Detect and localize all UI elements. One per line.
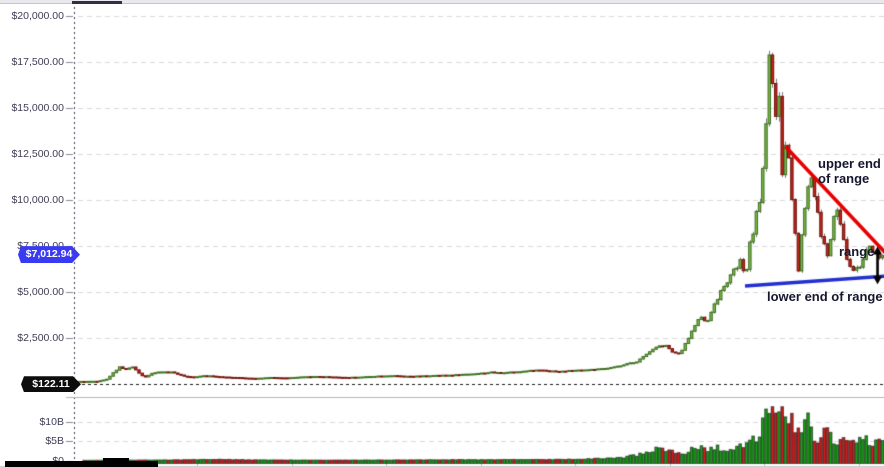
price-axis-label: $15,000.00 xyxy=(11,101,64,114)
cropped-ui-artifact-top xyxy=(0,0,884,4)
annotation-lower-end-of-range: lower end of range xyxy=(767,289,883,304)
annotation-range-label: range xyxy=(839,244,875,259)
current-price-badge: $7,012.94 xyxy=(18,246,80,263)
annotation-upper-end-of-range: upper end of range xyxy=(818,156,881,186)
price-axis-label: $12,500.00 xyxy=(11,147,64,160)
price-axis-label: $20,000.00 xyxy=(11,10,64,22)
volume-axis-label: $10B xyxy=(39,416,64,428)
cropped-ui-artifact-top-dark xyxy=(72,1,122,4)
base-price-label: $122.11 xyxy=(32,378,70,391)
volume-axis-label: $0 xyxy=(0,455,64,467)
annotation-upper-line2: of range xyxy=(818,171,870,186)
base-price-badge: $122.11 xyxy=(21,376,81,392)
price-axis-label: $10,000.00 xyxy=(11,193,64,206)
cropped-ui-artifact-bottom xyxy=(5,461,158,467)
current-price-label: $7,012.94 xyxy=(25,248,73,261)
price-axis-label: $5,000.00 xyxy=(17,285,64,298)
annotation-upper-line1: upper end xyxy=(818,156,881,171)
annotation-lower-label: lower end of range xyxy=(767,289,883,304)
volume-axis-label: $5B xyxy=(45,435,64,448)
price-axis-label: $17,500.00 xyxy=(11,55,64,68)
price-axis-label: $2,500.00 xyxy=(17,331,64,344)
cropped-ui-artifact-bottom-bump xyxy=(103,458,129,462)
annotation-range: range xyxy=(839,244,874,259)
